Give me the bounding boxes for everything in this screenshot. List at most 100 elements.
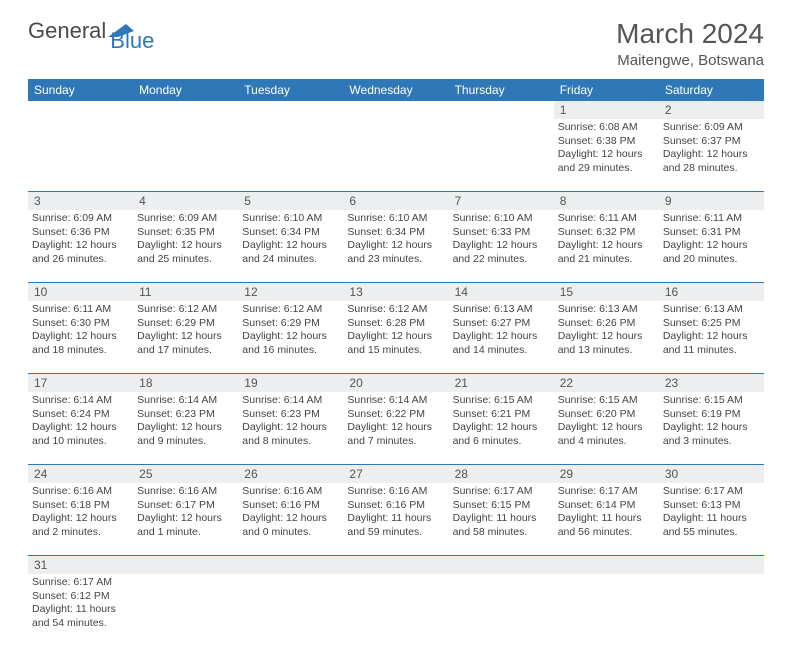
day-cell xyxy=(28,119,133,191)
day-cell-line: and 58 minutes. xyxy=(453,526,550,540)
day-number: 5 xyxy=(238,192,343,210)
day-cell-line: and 14 minutes. xyxy=(453,344,550,358)
week-row: Sunrise: 6:17 AMSunset: 6:12 PMDaylight:… xyxy=(28,574,764,646)
day-cell-line: Sunset: 6:18 PM xyxy=(32,499,129,513)
day-cell-line: Sunset: 6:36 PM xyxy=(32,226,129,240)
day-cell-line: Daylight: 12 hours xyxy=(32,330,129,344)
day-cell-line: Sunrise: 6:15 AM xyxy=(453,394,550,408)
day-cell-line: and 56 minutes. xyxy=(558,526,655,540)
day-number xyxy=(133,101,238,119)
day-number xyxy=(133,556,238,574)
day-cell-line: Daylight: 12 hours xyxy=(32,421,129,435)
header: General Blue March 2024 Maitengwe, Botsw… xyxy=(0,0,792,75)
day-number: 14 xyxy=(449,283,554,301)
day-number: 12 xyxy=(238,283,343,301)
day-cell-line: and 4 minutes. xyxy=(558,435,655,449)
day-number: 22 xyxy=(554,374,659,392)
day-number: 11 xyxy=(133,283,238,301)
day-number-row: 24252627282930 xyxy=(28,465,764,483)
day-cell: Sunrise: 6:09 AMSunset: 6:37 PMDaylight:… xyxy=(659,119,764,191)
day-cell: Sunrise: 6:17 AMSunset: 6:12 PMDaylight:… xyxy=(28,574,133,646)
day-cell: Sunrise: 6:10 AMSunset: 6:34 PMDaylight:… xyxy=(343,210,448,282)
day-cell-line: and 25 minutes. xyxy=(137,253,234,267)
day-cell-line: Sunset: 6:25 PM xyxy=(663,317,760,331)
day-number: 4 xyxy=(133,192,238,210)
day-number: 24 xyxy=(28,465,133,483)
day-cell-line: and 20 minutes. xyxy=(663,253,760,267)
day-number: 7 xyxy=(449,192,554,210)
day-cell-line: Daylight: 12 hours xyxy=(242,512,339,526)
day-cell-line: Sunrise: 6:16 AM xyxy=(242,485,339,499)
week-row: Sunrise: 6:11 AMSunset: 6:30 PMDaylight:… xyxy=(28,301,764,374)
day-number: 31 xyxy=(28,556,133,574)
weekday-header: Saturday xyxy=(659,79,764,101)
day-number: 20 xyxy=(343,374,448,392)
week-row: Sunrise: 6:14 AMSunset: 6:24 PMDaylight:… xyxy=(28,392,764,465)
day-cell: Sunrise: 6:11 AMSunset: 6:30 PMDaylight:… xyxy=(28,301,133,373)
day-number xyxy=(343,556,448,574)
day-cell-line: and 16 minutes. xyxy=(242,344,339,358)
day-cell-line: Sunrise: 6:14 AM xyxy=(137,394,234,408)
day-cell-line: Sunrise: 6:14 AM xyxy=(347,394,444,408)
weekday-header: Monday xyxy=(133,79,238,101)
day-cell: Sunrise: 6:17 AMSunset: 6:13 PMDaylight:… xyxy=(659,483,764,555)
day-cell-line: Daylight: 12 hours xyxy=(32,239,129,253)
day-number: 21 xyxy=(449,374,554,392)
day-cell-line: Sunset: 6:13 PM xyxy=(663,499,760,513)
day-cell-line: Sunset: 6:15 PM xyxy=(453,499,550,513)
day-cell: Sunrise: 6:14 AMSunset: 6:23 PMDaylight:… xyxy=(238,392,343,464)
day-number: 8 xyxy=(554,192,659,210)
day-number: 28 xyxy=(449,465,554,483)
day-cell-line: Sunrise: 6:11 AM xyxy=(663,212,760,226)
day-number: 10 xyxy=(28,283,133,301)
day-cell-line: Sunrise: 6:15 AM xyxy=(558,394,655,408)
day-cell-line: Sunset: 6:16 PM xyxy=(347,499,444,513)
day-cell: Sunrise: 6:10 AMSunset: 6:33 PMDaylight:… xyxy=(449,210,554,282)
day-cell-line: Daylight: 12 hours xyxy=(242,421,339,435)
day-cell-line: Sunset: 6:16 PM xyxy=(242,499,339,513)
day-cell-line: Daylight: 12 hours xyxy=(663,421,760,435)
day-cell-line: Sunrise: 6:13 AM xyxy=(558,303,655,317)
day-cell-line: Daylight: 12 hours xyxy=(137,330,234,344)
day-cell-line: Sunrise: 6:11 AM xyxy=(558,212,655,226)
day-cell: Sunrise: 6:13 AMSunset: 6:26 PMDaylight:… xyxy=(554,301,659,373)
day-cell-line: Daylight: 12 hours xyxy=(558,421,655,435)
day-cell: Sunrise: 6:15 AMSunset: 6:21 PMDaylight:… xyxy=(449,392,554,464)
day-cell: Sunrise: 6:11 AMSunset: 6:32 PMDaylight:… xyxy=(554,210,659,282)
week-row: Sunrise: 6:16 AMSunset: 6:18 PMDaylight:… xyxy=(28,483,764,556)
day-cell-line: Daylight: 12 hours xyxy=(137,239,234,253)
day-cell-line: Daylight: 12 hours xyxy=(558,239,655,253)
day-cell-line: Sunrise: 6:09 AM xyxy=(32,212,129,226)
title-block: March 2024 Maitengwe, Botswana xyxy=(616,18,764,69)
day-cell-line: Sunset: 6:35 PM xyxy=(137,226,234,240)
day-cell-line: Sunset: 6:28 PM xyxy=(347,317,444,331)
day-cell: Sunrise: 6:13 AMSunset: 6:27 PMDaylight:… xyxy=(449,301,554,373)
weekday-header: Thursday xyxy=(449,79,554,101)
day-cell-line: Daylight: 12 hours xyxy=(453,330,550,344)
day-cell-line: and 11 minutes. xyxy=(663,344,760,358)
day-cell-line: and 26 minutes. xyxy=(32,253,129,267)
day-cell: Sunrise: 6:08 AMSunset: 6:38 PMDaylight:… xyxy=(554,119,659,191)
location-label: Maitengwe, Botswana xyxy=(616,52,764,69)
day-cell-line: Sunrise: 6:16 AM xyxy=(32,485,129,499)
day-cell-line: Sunset: 6:17 PM xyxy=(137,499,234,513)
day-cell-line: Sunrise: 6:17 AM xyxy=(453,485,550,499)
day-cell-line: Daylight: 12 hours xyxy=(347,330,444,344)
day-cell-line: Sunset: 6:30 PM xyxy=(32,317,129,331)
weekday-header-row: SundayMondayTuesdayWednesdayThursdayFrid… xyxy=(28,79,764,101)
day-number: 23 xyxy=(659,374,764,392)
day-cell-line: Daylight: 12 hours xyxy=(242,330,339,344)
day-number: 9 xyxy=(659,192,764,210)
day-cell xyxy=(238,574,343,646)
logo: General Blue xyxy=(28,18,178,44)
day-cell-line: Sunset: 6:31 PM xyxy=(663,226,760,240)
day-cell: Sunrise: 6:12 AMSunset: 6:29 PMDaylight:… xyxy=(133,301,238,373)
day-number-row: 17181920212223 xyxy=(28,374,764,392)
day-cell-line: Daylight: 12 hours xyxy=(663,330,760,344)
day-number: 1 xyxy=(554,101,659,119)
day-number xyxy=(449,101,554,119)
day-cell-line: and 2 minutes. xyxy=(32,526,129,540)
week-row: Sunrise: 6:09 AMSunset: 6:36 PMDaylight:… xyxy=(28,210,764,283)
day-number: 13 xyxy=(343,283,448,301)
day-number-row: 12 xyxy=(28,101,764,119)
